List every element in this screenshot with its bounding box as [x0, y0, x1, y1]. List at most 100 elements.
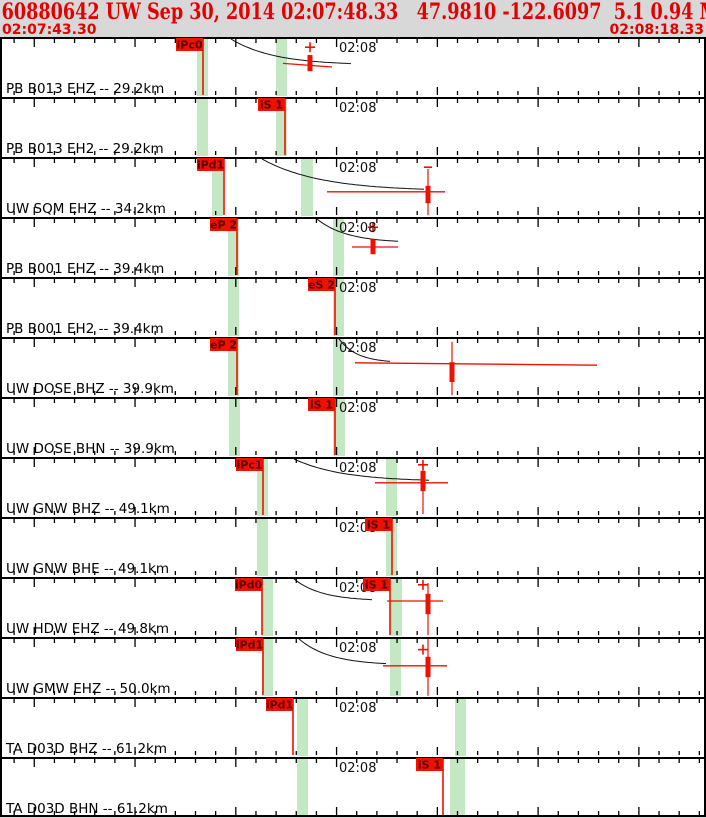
pick-flag[interactable]	[308, 398, 335, 411]
arrival-window-band	[297, 698, 308, 756]
pick-flag[interactable]	[258, 98, 285, 111]
arrival-window-band	[450, 758, 465, 816]
pick-label[interactable]: eS 2	[308, 279, 335, 292]
panel-border-right	[704, 577, 706, 637]
panel-border-left	[0, 697, 2, 757]
arrival-window-band	[333, 338, 344, 396]
panel-border-right	[704, 217, 706, 277]
panel-border-left	[0, 517, 2, 577]
minute-label: 02:08	[339, 761, 376, 776]
panel-border-top	[0, 697, 706, 699]
arrival-window-band	[333, 278, 344, 336]
coda-decay-curve	[293, 458, 430, 481]
pick-label[interactable]: iPd1	[236, 639, 263, 652]
trace-panel[interactable]: 02:08 iPc0 PB B013 EHZ -- 29.2km	[0, 37, 706, 97]
trace-panel[interactable]: 02:08 iPd1 UW SQM EHZ -- 34.2km	[0, 157, 706, 217]
arrival-window-band	[212, 158, 223, 216]
pick-label[interactable]: eP 2	[210, 219, 237, 232]
pick-flag[interactable]	[176, 38, 203, 51]
pick-label[interactable]: iPd0	[235, 579, 263, 592]
panel-border-left	[0, 277, 2, 337]
event-summary-title: 60880642 UW Sep 30, 2014 02:07:48.33 47.…	[1, 0, 706, 25]
station-label: PB B001 EHZ -- 39.4km	[6, 261, 164, 277]
trace-panel[interactable]: 02:08 iS 1 PB B013 EH2 -- 29.2km	[0, 97, 706, 157]
arrival-window-band	[297, 758, 308, 816]
trace-list: 02:08 iPc0 PB B013 EHZ -- 29.2km 02:08 iS 1 P…	[0, 37, 706, 817]
minute-label: 02:08	[339, 401, 376, 416]
panel-border-left	[0, 37, 2, 97]
trace-panel[interactable]: 02:08 iPd1 TA D03D BHZ -- 61.2km	[0, 697, 706, 757]
pick-label[interactable]: eP 2	[210, 339, 237, 352]
minute-label: 02:08	[339, 221, 376, 236]
station-label: UW DOSE BHZ -- 39.9km	[6, 381, 174, 397]
arrival-window-band	[229, 398, 240, 456]
pick-flag[interactable]	[210, 338, 237, 351]
minute-label: 02:08	[339, 281, 376, 296]
pick-flag[interactable]	[363, 578, 390, 591]
pick-label[interactable]: iS 1	[310, 399, 333, 412]
window-start-time: 02:07:43.30	[2, 22, 97, 37]
panel-border-right	[704, 637, 706, 697]
arrival-window-band	[455, 698, 466, 756]
pick-label[interactable]: iS 1	[367, 519, 390, 532]
pick-flag[interactable]	[236, 458, 263, 471]
pick-label[interactable]: iPd1	[197, 159, 224, 172]
pick-flag[interactable]	[210, 218, 237, 231]
station-label: PB B013 EHZ -- 29.2km	[6, 81, 164, 97]
arrival-window-band	[390, 578, 402, 636]
station-label: UW HDW EHZ -- 49.8km	[6, 621, 169, 637]
header: 60880642 UW Sep 30, 2014 02:07:48.33 47.…	[0, 0, 706, 37]
panel-border-left	[0, 397, 2, 457]
pick-flag[interactable]	[266, 698, 293, 711]
station-label: UW SQM EHZ -- 34.2km	[6, 201, 166, 217]
panel-border-left	[0, 97, 2, 157]
pick-flag[interactable]	[365, 518, 392, 531]
arrival-window-band	[333, 398, 345, 456]
panel-border-top	[0, 397, 706, 399]
trace-panel[interactable]: 02:08 iS 1 TA D03D BHN -- 61.2km	[0, 757, 706, 817]
arrival-window-band	[228, 218, 239, 276]
panel-border-left	[0, 157, 2, 217]
coda-level-line	[354, 362, 598, 366]
pick-flag[interactable]	[308, 278, 335, 291]
pick-flag[interactable]	[236, 638, 263, 651]
trace-panel[interactable]: 02:08 eP 2 PB B001 EHZ -- 39.4km	[0, 217, 706, 277]
panel-border-right	[704, 97, 706, 157]
pick-flag[interactable]	[197, 158, 224, 171]
minute-label: 02:08	[339, 341, 376, 356]
panel-border-left	[0, 337, 2, 397]
panel-border-top	[0, 517, 706, 519]
window-end-time: 02:08:18.33	[609, 22, 704, 37]
station-label: UW GNW BHZ -- 49.1km	[6, 501, 170, 517]
pick-flag[interactable]	[416, 758, 443, 771]
pick-flag[interactable]	[235, 578, 262, 591]
coda-decay-curve	[293, 578, 373, 601]
pick-label[interactable]: iS 1	[260, 99, 283, 112]
panel-border-bottom	[0, 815, 706, 817]
panel-border-top	[0, 577, 706, 579]
panel-border-left	[0, 637, 2, 697]
trace-panel[interactable]: 02:08 eP 2 UW DOSE BHZ -- 39.9km	[0, 337, 706, 397]
panel-border-left	[0, 457, 2, 517]
minute-label: 02:08	[339, 701, 376, 716]
station-label: PB B013 EH2 -- 29.2km	[6, 141, 164, 157]
pick-label[interactable]: iS 1	[418, 759, 441, 772]
coda-decay-curve	[230, 38, 352, 65]
pick-label[interactable]: iPd1	[266, 699, 293, 712]
arrival-window-band	[386, 458, 397, 516]
panel-border-right	[704, 337, 706, 397]
trace-panel[interactable]: 02:08 iPc1 UW GNW BHZ -- 49.1km	[0, 457, 706, 517]
pick-label[interactable]: iS 1	[365, 579, 388, 592]
trace-panel[interactable]: 02:08 iPd1 UW GMW EHZ -- 50.0km	[0, 637, 706, 697]
panel-border-top	[0, 157, 706, 159]
panel-border-top	[0, 637, 706, 639]
minute-label: 02:08	[339, 101, 376, 116]
trace-panel[interactable]: 02:08 iS 1 UW DOSE BHN -- 39.9km	[0, 397, 706, 457]
station-label: UW GMW EHZ -- 50.0km	[6, 681, 171, 697]
trace-panel[interactable]: 02:08 eS 2 PB B001 EH2 -- 39.4km	[0, 277, 706, 337]
pick-label[interactable]: iPc1	[236, 459, 262, 472]
coda-decay-curve	[316, 218, 399, 242]
pick-label[interactable]: iPc0	[176, 39, 202, 52]
